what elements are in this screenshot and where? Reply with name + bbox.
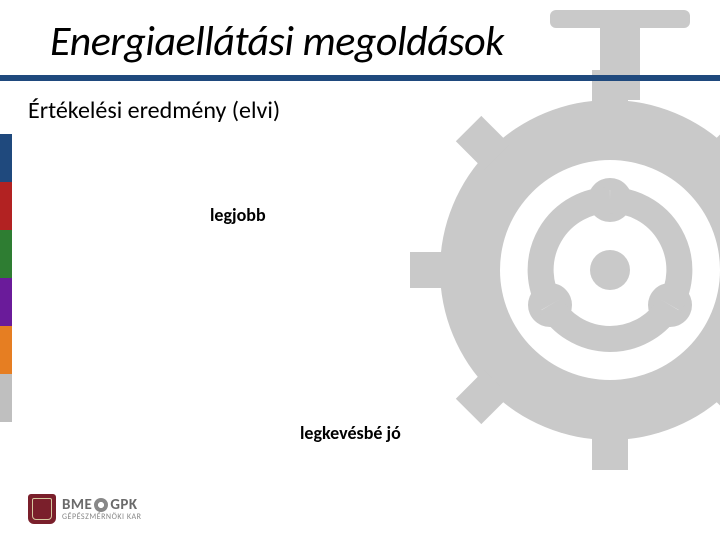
side-color-strip [0, 134, 12, 422]
gear-icon [94, 498, 108, 512]
strip-segment [0, 374, 12, 422]
slide-subtitle: Értékelési eredmény (elvi) [28, 96, 280, 125]
logo-line2: GÉPÉSZMÉRNÖKI KAR [62, 513, 142, 521]
label-worst: legkevésbé jó [300, 422, 401, 444]
crest-icon [28, 494, 56, 524]
title-underline [0, 75, 720, 81]
title-block: Energiaellátási megoldások [50, 16, 690, 81]
strip-segment [0, 278, 12, 326]
logo-bme: BME [62, 498, 92, 513]
strip-segment [0, 134, 12, 182]
logo-gpk: GPK [110, 498, 137, 513]
strip-segment [0, 230, 12, 278]
label-best: legjobb [210, 204, 266, 226]
slide-title: Energiaellátási megoldások [50, 16, 690, 73]
strip-segment [0, 182, 12, 230]
strip-segment [0, 326, 12, 374]
background-gear-watermark [400, 10, 720, 530]
footer-logo: BME GPK GÉPÉSZMÉRNÖKI KAR [28, 492, 142, 526]
logo-line1: BME GPK [62, 498, 142, 513]
logo-text: BME GPK GÉPÉSZMÉRNÖKI KAR [62, 498, 142, 521]
